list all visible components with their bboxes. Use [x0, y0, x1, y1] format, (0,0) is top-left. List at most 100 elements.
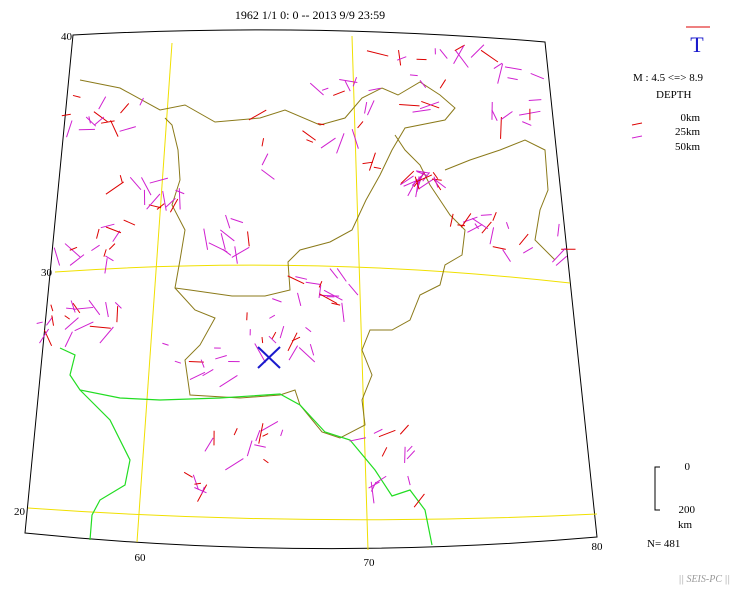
event-line [399, 104, 420, 107]
event-line [399, 175, 414, 186]
event-line [409, 74, 418, 77]
event-line [141, 177, 152, 196]
event-line [413, 493, 425, 508]
event-line [523, 246, 534, 254]
event-line [263, 458, 269, 464]
event-line [418, 178, 435, 190]
event-line [309, 82, 324, 96]
event-line [298, 347, 316, 363]
event-line [480, 214, 492, 216]
event-line [416, 174, 433, 183]
event-line [64, 317, 79, 330]
event-line [373, 166, 382, 170]
event-line [305, 281, 321, 286]
coastline [79, 389, 131, 541]
event-line [220, 233, 226, 250]
legend-line [631, 135, 643, 139]
event-line [100, 223, 115, 229]
event-line [64, 315, 70, 320]
scale-unit: km [678, 519, 693, 531]
event-line [309, 343, 315, 356]
event-line [110, 120, 119, 137]
lon-label: 60 [135, 552, 147, 564]
magnitude: M : 4.5 <=> 8.9 [633, 72, 703, 84]
event-line [98, 96, 107, 110]
event-line [375, 475, 387, 484]
lon-label: 80 [592, 541, 604, 553]
event-line [269, 314, 276, 319]
event-line [88, 299, 101, 316]
event-line [204, 437, 214, 452]
event-line [36, 321, 43, 324]
event-line [399, 424, 409, 435]
event-line [119, 175, 123, 183]
depth-title: DEPTH [656, 89, 692, 101]
event-line [439, 49, 448, 59]
event-line [64, 331, 73, 348]
border [174, 134, 466, 439]
events [36, 44, 576, 508]
event-line [336, 133, 345, 154]
event-line [73, 306, 94, 310]
event-line [53, 247, 61, 266]
event-line [69, 246, 78, 251]
event-line [406, 450, 416, 460]
event-line [306, 139, 314, 143]
scale-top: 0 [685, 461, 691, 473]
event-line [505, 222, 510, 229]
event-line [489, 227, 495, 245]
event-line [323, 289, 343, 301]
event-line [341, 302, 345, 323]
meridian [351, 35, 369, 551]
event-line [162, 342, 169, 346]
map-frame [24, 29, 598, 550]
event-line [400, 170, 415, 184]
event-line [504, 66, 522, 71]
event-line [258, 423, 264, 444]
map: 40 30 20 60 70 80 [14, 29, 604, 569]
event-line [260, 421, 279, 432]
event-line [219, 375, 238, 388]
event-line [116, 306, 119, 323]
event-line [317, 123, 325, 126]
event-line [419, 79, 427, 88]
event-line [457, 224, 466, 227]
legend-line [631, 122, 643, 126]
event-line [46, 316, 54, 326]
count: N= 481 [647, 538, 680, 550]
event-line [432, 172, 439, 180]
event-line [272, 298, 282, 303]
event-line [200, 359, 205, 368]
event-line [104, 258, 108, 274]
event-line [64, 243, 81, 258]
event-line [247, 231, 250, 247]
event-line [492, 246, 506, 250]
event-line [39, 328, 50, 344]
event-line [368, 87, 381, 92]
depth-label: 0km [680, 112, 700, 124]
event-line [246, 440, 253, 457]
event-line [215, 354, 227, 360]
event-line [103, 249, 107, 257]
event-line [89, 325, 111, 329]
event-line [416, 171, 428, 177]
event-line [417, 171, 424, 186]
event-line [280, 429, 284, 437]
event-line [271, 331, 277, 339]
event-line [149, 177, 169, 184]
parallel [54, 264, 571, 284]
title: 1962 1/1 0: 0 -- 2013 9/9 23:59 [235, 8, 385, 22]
event-line [70, 300, 76, 313]
event-line [287, 275, 305, 285]
event-line [557, 223, 560, 237]
border [444, 139, 556, 261]
event-line [414, 176, 420, 190]
event-line [203, 228, 209, 250]
event-line [366, 50, 389, 57]
event-line [497, 63, 504, 84]
event-line [51, 315, 55, 326]
event-line [439, 79, 447, 89]
event-line [492, 211, 497, 221]
event-line [336, 268, 347, 282]
event-line [357, 121, 364, 129]
